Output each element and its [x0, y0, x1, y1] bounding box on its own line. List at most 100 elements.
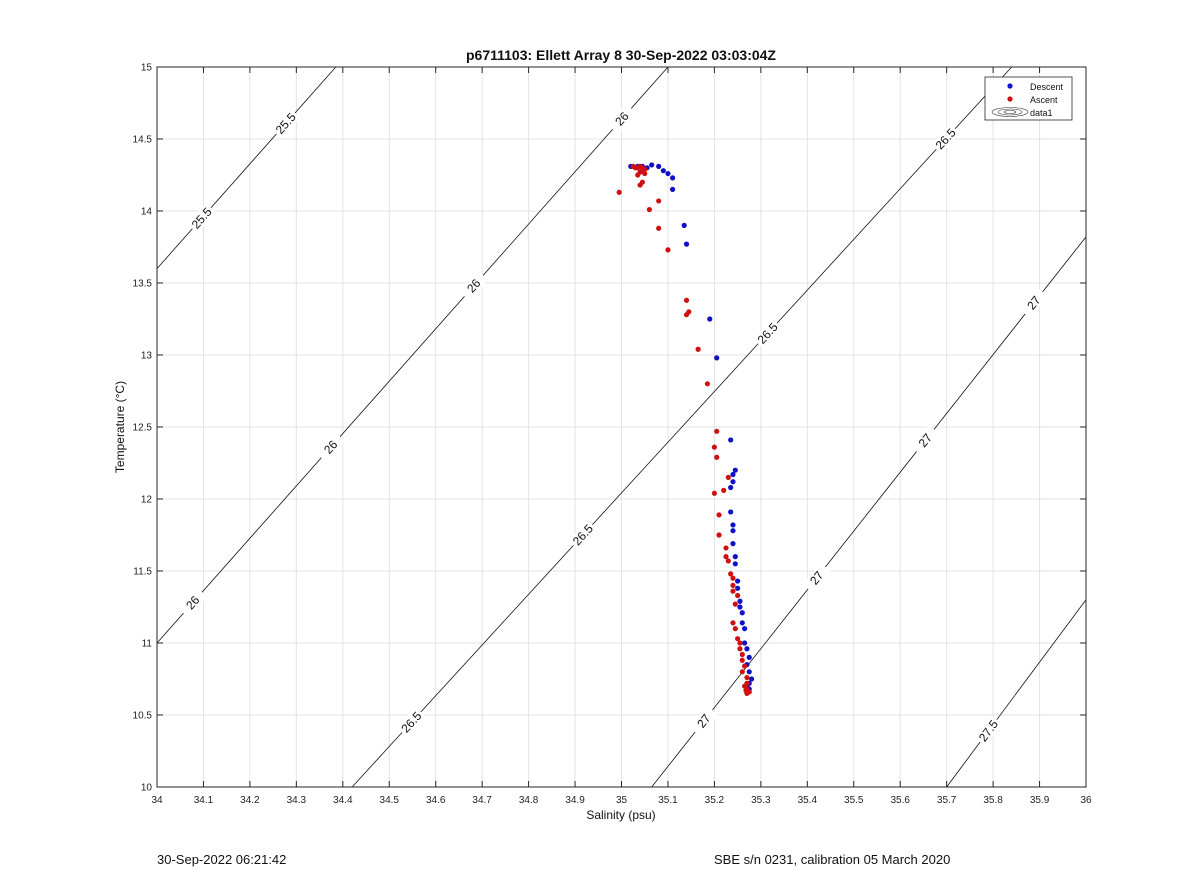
point-descent: [732, 561, 738, 567]
point-descent: [732, 554, 738, 560]
point-ascent: [723, 554, 729, 560]
point-descent: [739, 610, 745, 616]
point-descent: [683, 241, 690, 247]
point-ascent: [683, 312, 690, 318]
isopycnal-label-bg: [316, 432, 346, 463]
isopycnal-label-bg: [459, 270, 489, 301]
point-descent: [649, 162, 655, 168]
x-axis-label: Salinity (psu): [586, 808, 655, 822]
point-ascent: [642, 170, 648, 177]
legend-marker-ascent: [1007, 96, 1013, 102]
point-ascent: [714, 454, 720, 460]
point-descent: [746, 669, 752, 675]
legend-contour-icon: [991, 107, 1029, 117]
x-tick-label: 35: [616, 795, 628, 806]
point-ascent: [737, 640, 743, 646]
point-ascent: [695, 346, 701, 352]
point-ascent: [735, 636, 741, 642]
isopycnal-line: [651, 236, 1087, 788]
y-tick-label: 11.5: [133, 567, 152, 578]
isopycnal-label: 27: [802, 562, 831, 594]
x-tick-label: 34.8: [519, 795, 539, 806]
isopycnal-lines: 25.525.52626262626.526.526.526.527272727…: [156, 66, 1087, 788]
isopycnal-label: 27: [1019, 287, 1049, 319]
isopycnal-label-bg: [607, 103, 637, 134]
point-ascent: [730, 575, 736, 581]
point-ascent: [683, 297, 690, 303]
point-descent: [669, 186, 676, 192]
point-descent: [746, 654, 752, 661]
point-descent: [714, 355, 720, 361]
x-tick-label: 34.2: [240, 795, 260, 806]
point-descent: [728, 484, 734, 491]
isopycnal-label-bg: [396, 707, 427, 738]
legend-label-ascent: Ascent: [1030, 95, 1058, 105]
isopycnal-label: 26: [459, 270, 489, 301]
x-tick-label: 35.8: [983, 795, 1003, 806]
point-ascent: [735, 592, 741, 599]
point-descent: [669, 175, 676, 181]
point-ascent: [739, 669, 745, 675]
x-tick-label: 35.2: [705, 795, 725, 806]
legend-label-descent: Descent: [1030, 82, 1064, 92]
point-descent: [730, 522, 736, 528]
point-ascent: [714, 428, 720, 434]
point-ascent: [730, 620, 736, 626]
point-ascent: [716, 512, 722, 518]
point-descent: [665, 170, 671, 177]
point-ascent: [744, 674, 750, 681]
point-descent: [730, 479, 736, 485]
isopycnal-label: 26: [178, 587, 208, 618]
y-tick-label: 13.5: [133, 279, 153, 290]
x-tick-label: 35.6: [890, 795, 910, 806]
point-ascent: [616, 189, 622, 195]
x-tick-label: 35.4: [798, 795, 818, 806]
isopycnal-label-bg: [753, 318, 783, 349]
isopycnal-line: [156, 66, 337, 269]
y-tick-label: 13: [141, 351, 153, 362]
point-ascent: [721, 487, 727, 493]
point-descent: [656, 163, 662, 169]
y-tick-label: 10.5: [133, 711, 153, 722]
footer-calibration: SBE s/n 0231, calibration 05 March 2020: [714, 852, 951, 867]
x-tick-label: 36: [1080, 795, 1092, 806]
isopycnal-label: 26: [607, 103, 637, 134]
point-descent: [660, 168, 666, 174]
point-descent: [730, 541, 736, 547]
point-ascent: [646, 206, 652, 213]
legend-marker-descent: [1007, 83, 1013, 89]
isopycnal-label: 26: [316, 432, 346, 463]
x-tick-label: 34.9: [565, 795, 585, 806]
point-descent: [737, 598, 743, 604]
point-descent: [728, 437, 734, 443]
point-ascent: [637, 182, 643, 188]
legend-label-data1: data1: [1030, 108, 1053, 118]
point-descent: [739, 620, 745, 626]
point-ascent: [741, 663, 748, 669]
isopycnal-line: [946, 599, 1087, 788]
point-descent: [681, 222, 687, 228]
x-tick-label: 34: [151, 795, 163, 806]
point-ascent: [665, 247, 671, 253]
isopycnal-label-bg: [974, 715, 1003, 747]
point-descent: [748, 676, 755, 682]
point-descent: [741, 640, 748, 646]
point-ascent: [737, 646, 743, 652]
y-axis-label: Temperature (°C): [113, 381, 127, 473]
isopycnal-label-bg: [911, 425, 940, 456]
y-tick-label: 12.5: [133, 423, 153, 434]
isopycnal-label-bg: [802, 562, 831, 594]
point-descent: [728, 509, 734, 515]
legend: Descent Ascent data1: [984, 76, 1073, 121]
x-tick-label: 34.5: [380, 795, 400, 806]
point-ascent: [711, 444, 718, 450]
x-tick-label: 35.7: [937, 795, 957, 806]
point-ascent: [732, 601, 738, 607]
point-descent: [737, 604, 743, 610]
point-descent: [730, 528, 736, 534]
point-ascent: [732, 626, 738, 632]
point-ascent: [725, 558, 731, 564]
point-ascent: [730, 582, 736, 589]
point-ascent: [739, 657, 745, 663]
point-descent: [744, 646, 750, 652]
